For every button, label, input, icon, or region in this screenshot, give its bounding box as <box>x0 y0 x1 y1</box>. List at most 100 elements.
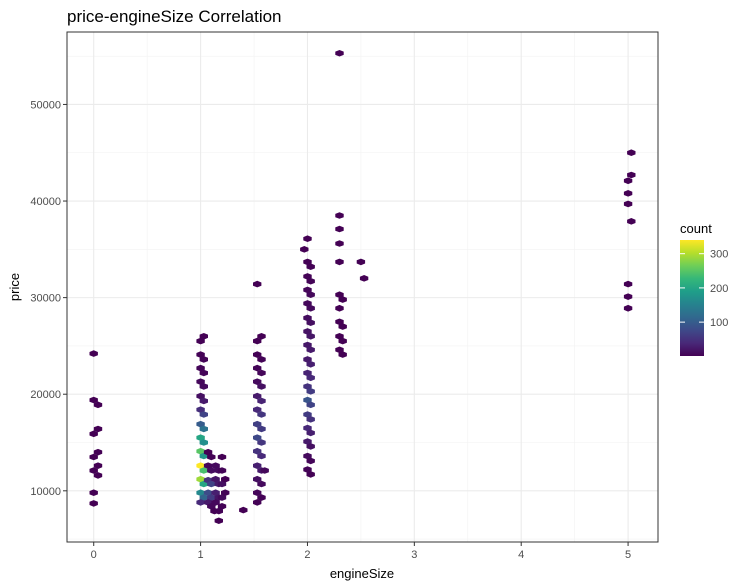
hexbin-cell <box>199 333 208 340</box>
hexbin-cell <box>257 383 266 390</box>
hexbin-cell <box>623 280 633 288</box>
hexbin-cell <box>196 499 205 506</box>
hexbin-cell <box>199 369 208 377</box>
hexbin-cell <box>303 424 312 432</box>
x-tick-label: 1 <box>198 549 204 561</box>
hexbin-cell <box>199 411 208 418</box>
hexbin-cell <box>93 425 103 433</box>
hexbin-cell <box>303 438 312 445</box>
hexbin-cell <box>306 429 315 437</box>
hexbin-cell <box>306 291 315 298</box>
hexbin-cell <box>239 506 248 514</box>
hexbin-cell <box>221 475 230 483</box>
hexbin-cell <box>303 258 312 266</box>
hexbin-cell <box>303 341 312 349</box>
hexbin-cell <box>356 258 366 266</box>
hexbin-cell <box>199 356 208 363</box>
y-tick-label: 50000 <box>30 99 61 111</box>
minor-gridlines <box>67 32 658 542</box>
hexbin-cell <box>196 434 205 441</box>
hexbin-cell <box>217 480 227 488</box>
hexbin-cells <box>89 50 636 524</box>
x-axis-title: engineSize <box>330 566 394 581</box>
hexbin-cell <box>207 480 216 488</box>
hexbin-cell <box>89 453 98 461</box>
hexbin-cell <box>303 286 312 294</box>
hexbin-cell <box>306 263 315 270</box>
plot-panel <box>67 32 658 542</box>
hexbin-cell <box>196 406 205 413</box>
hexbin-cell <box>203 489 213 496</box>
hexbin-cell <box>627 149 636 156</box>
hexbin-cell <box>196 462 205 469</box>
hexbin-cell <box>257 480 266 488</box>
hexbin-cell <box>93 462 103 469</box>
hexbin-cell <box>335 333 344 340</box>
hexbin-cell <box>196 447 205 455</box>
hexbin-cell <box>303 411 312 418</box>
hexbin-cell <box>93 472 103 479</box>
hexbin-cell <box>257 411 266 418</box>
hexbin-cell <box>207 467 216 474</box>
hexbin-cell <box>89 500 98 507</box>
hexbin-cell <box>253 447 262 455</box>
chart-title: price-engineSize Correlation <box>67 7 282 26</box>
hexbin-cell <box>257 397 266 405</box>
hexbin-cell <box>303 314 312 322</box>
legend-tick-label: 200 <box>710 283 728 295</box>
hexbin-cell <box>335 212 344 219</box>
hexbin-cell <box>199 425 208 433</box>
hexbin-cell <box>303 466 312 473</box>
hexbin-cell <box>306 277 315 285</box>
hexbin-cell <box>303 328 312 335</box>
hexbin-cell <box>338 323 347 330</box>
hexbin-cell <box>196 392 205 400</box>
hexbin-cell <box>199 494 208 501</box>
hexbin-cell <box>303 452 312 460</box>
y-tick-label: 20000 <box>30 389 61 401</box>
hexbin-cell <box>306 304 315 312</box>
hexbin-cell <box>303 383 312 390</box>
hexbin-cell <box>203 462 213 469</box>
hexbin-cell <box>89 430 98 438</box>
plot-border <box>66 31 659 543</box>
legend-colorbar <box>680 240 704 356</box>
hexbin-cell <box>217 467 227 474</box>
hexbin-cell <box>253 499 262 506</box>
hexbin-cell <box>207 494 216 501</box>
hexbin-cell <box>214 517 223 524</box>
legend-tick-label: 300 <box>710 249 728 261</box>
hexbin-cell <box>253 364 262 372</box>
hexbin-cell <box>257 369 266 377</box>
x-tick-label: 0 <box>91 549 97 561</box>
hexbin-cell <box>257 333 266 340</box>
hexbin-cell <box>335 225 344 233</box>
x-tick-label: 3 <box>411 549 417 561</box>
hexbin-cell <box>335 304 344 312</box>
hexbin-cell <box>253 351 262 358</box>
hexbin-cell <box>335 50 344 57</box>
hexbin-cell <box>306 388 315 395</box>
y-tick-label: 40000 <box>30 196 61 208</box>
hexbin-cell <box>196 378 205 385</box>
hexbin-cell <box>211 499 220 506</box>
hexbin-cell <box>253 462 262 469</box>
hexbin-cell <box>199 383 208 390</box>
hexbin-cell <box>359 275 369 282</box>
hexbin-cell <box>196 337 205 345</box>
hexbin-cell <box>257 494 266 501</box>
hexbin-cell <box>303 235 312 242</box>
hexbin-cell <box>253 406 262 413</box>
hexbin-cell <box>93 448 103 456</box>
hexbin-cell <box>335 240 344 247</box>
hexbin-cell <box>623 190 633 197</box>
hexbin-cell <box>627 218 636 225</box>
hexbin-cell <box>253 280 262 288</box>
hexbin-cell <box>253 489 262 496</box>
hexbin-cell <box>306 361 315 368</box>
hexbin-cell <box>306 443 315 450</box>
hexbin-cell <box>303 300 312 307</box>
hexbin-cell <box>211 489 220 496</box>
hexbin-cell <box>335 318 344 326</box>
